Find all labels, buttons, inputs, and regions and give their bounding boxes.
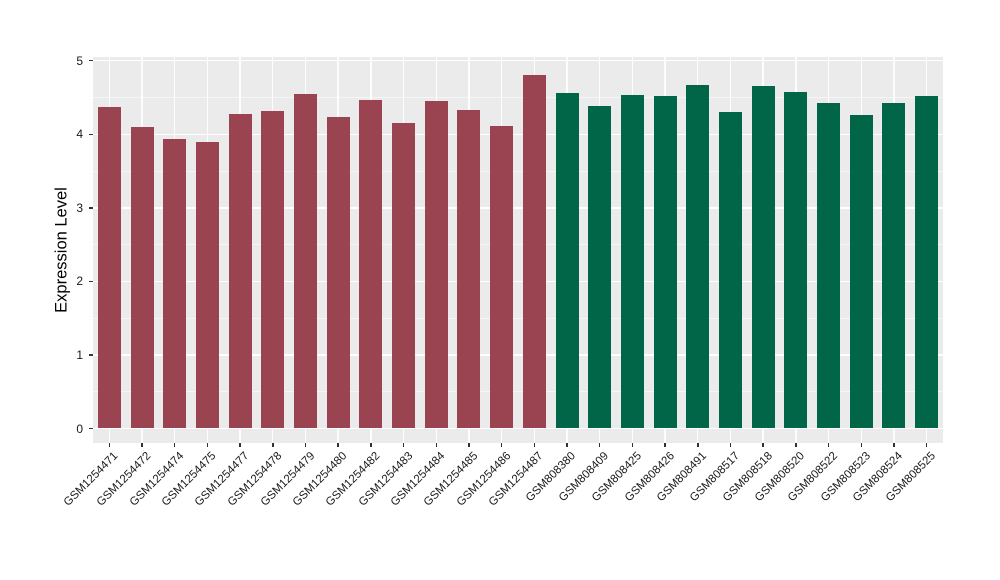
bar-GSM808525 [915,96,939,429]
major-gridline-h [93,133,943,135]
minor-gridline-h [93,391,943,393]
x-tick-mark [827,443,830,447]
major-gridline-h [93,207,943,209]
x-tick-mark [239,443,241,447]
major-gridline-h [93,280,943,283]
bar-GSM808409 [588,106,612,429]
x-tick-mark [173,443,176,447]
x-tick-mark [795,443,797,447]
bar-GSM1254482 [359,99,383,429]
x-tick-mark [925,443,928,447]
bar-GSM808426 [653,96,677,429]
bar-GSM808517 [719,112,742,429]
minor-gridline-h [93,96,943,98]
bar-GSM808491 [686,84,710,429]
major-gridline-h [93,354,943,356]
bar-GSM808522 [817,102,841,429]
x-tick-mark [272,443,274,447]
major-gridline-h [93,427,943,430]
bar-GSM1254479 [294,93,317,429]
y-tick-mark [89,280,93,283]
y-tick-label: 1 [76,347,83,362]
x-tick-mark [337,443,339,447]
x-tick-mark [141,443,143,447]
y-tick-label: 3 [76,200,83,215]
bar-GSM1254485 [457,109,481,429]
x-tick-mark [729,443,732,447]
y-tick-mark [89,207,93,209]
minor-gridline-h [93,244,943,246]
y-tick-mark [89,59,93,62]
x-tick-mark [664,443,666,447]
x-tick-mark [566,443,568,447]
y-tick-mark [89,427,93,430]
x-tick-mark [206,443,209,447]
x-tick-mark [697,443,699,447]
bar-GSM808425 [620,94,644,429]
x-tick-mark [468,443,470,447]
bar-GSM808524 [882,103,906,429]
bar-GSM808380 [555,93,579,429]
bar-GSM1254475 [195,141,219,429]
bar-GSM1254486 [490,126,514,429]
major-gridline-h [93,59,943,62]
y-tick-label: 0 [76,421,83,436]
bar-GSM1254483 [392,123,416,429]
plot-panel [93,57,943,443]
bar-GSM1254477 [228,113,252,429]
x-tick-mark [500,443,503,447]
bar-GSM808523 [849,115,873,429]
y-tick-label: 4 [76,127,83,142]
bar-GSM1254471 [97,107,121,429]
x-tick-mark [762,443,764,447]
minor-gridline-h [93,170,943,172]
bar-GSM1254478 [261,110,285,429]
bar-GSM1254487 [522,74,546,429]
x-tick-mark [108,443,111,447]
bar-GSM808518 [751,85,775,429]
x-tick-mark [598,443,601,447]
y-tick-mark [89,354,93,356]
y-axis-title: Expression Level [52,187,71,313]
x-tick-mark [893,443,895,447]
x-tick-mark [533,443,536,447]
x-tick-mark [435,443,438,447]
x-tick-mark [860,443,863,447]
minor-gridline-h [93,317,943,319]
bar-GSM1254484 [424,101,448,429]
bar-GSM1254472 [130,126,154,429]
bar-GSM1254474 [163,139,187,429]
x-tick-mark [402,443,405,447]
bar-GSM1254480 [326,117,350,429]
y-tick-label: 2 [76,274,83,289]
x-tick-mark [631,443,634,447]
x-tick-mark [304,443,307,447]
y-tick-mark [89,133,93,135]
bar-GSM808520 [784,92,808,429]
y-tick-label: 5 [76,53,83,68]
x-tick-mark [370,443,372,447]
